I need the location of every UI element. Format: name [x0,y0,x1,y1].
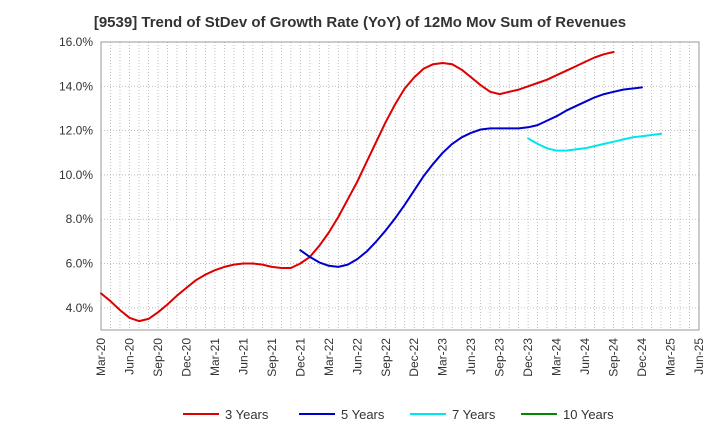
legend-label: 5 Years [341,407,385,422]
x-tick-label: Jun-25 [692,338,706,375]
legend-label: 10 Years [563,407,614,422]
legend: 3 Years 5 Years 7 Years 10 Years [183,407,614,422]
x-tick-label: Sep-23 [493,338,507,377]
x-tick-label: Sep-24 [607,338,621,377]
x-tick-label: Mar-23 [436,338,450,376]
y-tick-label: 10.0% [59,168,93,182]
x-tick-label: Jun-24 [578,338,592,375]
y-tick-label: 8.0% [66,212,94,226]
y-axis-ticks: 4.0% 6.0% 8.0% 10.0% 12.0% 14.0% 16.0% [59,35,93,315]
x-tick-label: Mar-21 [208,338,222,376]
y-tick-label: 16.0% [59,35,93,49]
x-tick-label: Mar-20 [94,338,108,376]
x-tick-label: Dec-20 [179,338,193,377]
x-tick-label: Dec-21 [293,338,307,377]
x-tick-label: Jun-20 [122,338,136,375]
x-tick-label: Jun-22 [350,338,364,375]
x-tick-label: Sep-22 [379,338,393,377]
x-tick-label: Jun-23 [464,338,478,375]
x-tick-label: Sep-21 [265,338,279,377]
y-tick-label: 12.0% [59,124,93,138]
x-tick-label: Mar-22 [322,338,336,376]
y-tick-label: 4.0% [66,301,94,315]
grid-layer [101,41,699,330]
y-tick-label: 6.0% [66,257,94,271]
x-axis-ticks: Mar-20 Jun-20 Sep-20 Dec-20 Mar-21 Jun-21 Sep-… [94,338,706,377]
legend-label: 7 Years [452,407,496,422]
plot-frame [100,41,700,331]
x-tick-label: Mar-25 [664,338,678,376]
x-tick-label: Dec-23 [521,338,535,377]
x-tick-label: Sep-20 [151,338,165,377]
chart-title: [9539] Trend of StDev of Growth Rate (Yo… [93,14,627,31]
legend-label: 3 Years [225,407,269,422]
series-line-7-years [527,132,662,152]
x-tick-label: Dec-22 [407,338,421,377]
x-tick-label: Jun-21 [236,338,250,375]
y-tick-label: 14.0% [59,79,93,93]
series-line-3-years [100,51,615,323]
x-tick-label: Dec-24 [635,338,649,377]
series-layer [100,51,662,323]
series-line-5-years [299,86,643,268]
x-tick-label: Mar-24 [550,338,564,376]
